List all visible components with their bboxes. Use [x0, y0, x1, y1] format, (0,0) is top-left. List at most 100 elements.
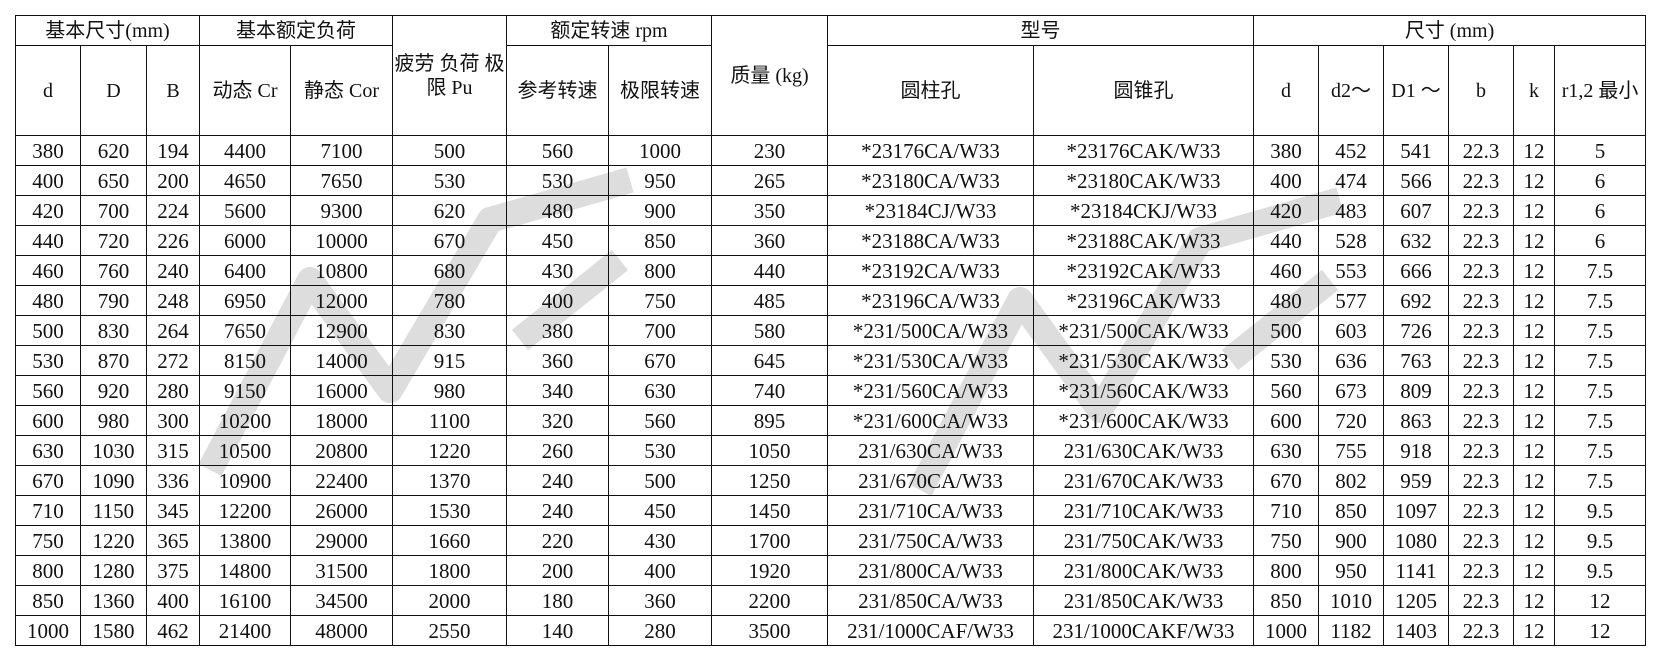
table-cell: 440: [711, 255, 828, 286]
table-cell: 272: [146, 345, 200, 376]
table-cell: 692: [1383, 285, 1449, 316]
table-cell: 400: [1253, 165, 1319, 196]
header-B: B: [146, 45, 200, 136]
table-cell: 790: [80, 285, 147, 316]
table-cell: 1450: [711, 495, 828, 526]
table-cell: 12900: [290, 315, 393, 346]
table-cell: 7650: [199, 315, 291, 346]
table-row: 850 1360 400 16100 34500 2000 180 360 2200 231/85…: [15, 585, 1647, 616]
table-cell: 231/670CAK/W33: [1033, 465, 1254, 496]
table-cell: 231/850CA/W33: [827, 585, 1034, 616]
table-cell: 630: [608, 375, 712, 406]
table-cell: 1010: [1318, 585, 1384, 616]
table-row: 600 980 300 10200 18000 1100 320 560 895 *231/600…: [15, 405, 1647, 436]
table-cell: *23176CA/W33: [827, 135, 1034, 166]
header-tapered-bore: 圆锥孔: [1033, 45, 1254, 136]
table-cell: 12: [1513, 165, 1555, 196]
table-cell: 700: [608, 315, 712, 346]
table-cell: 1360: [80, 585, 147, 616]
table-cell: 553: [1318, 255, 1384, 286]
table-cell: 4400: [199, 135, 291, 166]
bearing-spec-table: 基本尺寸(mm) 基本额定负荷 疲劳 负荷 极限 Pu 额定转速 rpm 质量 …: [15, 15, 1647, 646]
header-cylindrical-bore: 圆柱孔: [827, 45, 1034, 136]
table-cell: 231/1000CAKF/W33: [1033, 615, 1254, 646]
table-cell: *23184CJ/W33: [827, 195, 1034, 226]
table-cell: 248: [146, 285, 200, 316]
table-cell: 500: [15, 315, 81, 346]
table-cell: 200: [506, 555, 609, 586]
table-cell: 485: [711, 285, 828, 316]
table-cell: *231/560CAK/W33: [1033, 375, 1254, 406]
table-cell: 7.5: [1553, 375, 1647, 406]
table-cell: 2200: [711, 585, 828, 616]
table-row: 1000 1580 462 21400 48000 2550 140 280 3500 231/1…: [15, 615, 1647, 646]
table-cell: 12: [1513, 375, 1555, 406]
table-row: 710 1150 345 12200 26000 1530 240 450 1450 231/71…: [15, 495, 1647, 526]
table-cell: 22.3: [1448, 555, 1514, 586]
table-cell: 231/1000CAF/W33: [827, 615, 1034, 646]
table-cell: 2000: [392, 585, 507, 616]
table-cell: 645: [711, 345, 828, 376]
table-cell: 830: [80, 315, 147, 346]
table-cell: 780: [392, 285, 507, 316]
table-cell: 740: [711, 375, 828, 406]
table-cell: *231/530CAK/W33: [1033, 345, 1254, 376]
table-cell: *231/530CA/W33: [827, 345, 1034, 376]
table-cell: 566: [1383, 165, 1449, 196]
table-cell: 918: [1383, 435, 1449, 466]
table-cell: 400: [146, 585, 200, 616]
table-cell: 850: [608, 225, 712, 256]
table-row: 440 720 226 6000 10000 670 450 850 360 *23188CA/W…: [15, 225, 1647, 256]
table-cell: 300: [146, 405, 200, 436]
table-cell: 673: [1318, 375, 1384, 406]
table-cell: 360: [506, 345, 609, 376]
table-cell: 16100: [199, 585, 291, 616]
table-cell: 140: [506, 615, 609, 646]
table-cell: 12: [1553, 585, 1647, 616]
table-cell: 720: [80, 225, 147, 256]
table-cell: 900: [1318, 525, 1384, 556]
table-cell: 1220: [392, 435, 507, 466]
table-cell: 7100: [290, 135, 393, 166]
table-cell: 460: [15, 255, 81, 286]
table-cell: 895: [711, 405, 828, 436]
table-cell: 440: [1253, 225, 1319, 256]
table-cell: *23188CA/W33: [827, 225, 1034, 256]
table-cell: 231/800CA/W33: [827, 555, 1034, 586]
table-cell: 4650: [199, 165, 291, 196]
table-cell: 420: [1253, 195, 1319, 226]
table-cell: 8150: [199, 345, 291, 376]
table-cell: 231/630CAK/W33: [1033, 435, 1254, 466]
header-dimensions: 尺寸 (mm): [1252, 15, 1647, 46]
table-cell: 6400: [199, 255, 291, 286]
table-cell: 16000: [290, 375, 393, 406]
table-cell: 22.3: [1448, 525, 1514, 556]
table-cell: 264: [146, 315, 200, 346]
table-cell: 480: [1253, 285, 1319, 316]
table-cell: 530: [608, 435, 712, 466]
table-cell: 950: [1318, 555, 1384, 586]
table-cell: 1800: [392, 555, 507, 586]
table-cell: 560: [1253, 375, 1319, 406]
table-cell: 29000: [290, 525, 393, 556]
table-cell: 7650: [290, 165, 393, 196]
table-cell: 12: [1513, 435, 1555, 466]
table-cell: 850: [1253, 585, 1319, 616]
table-cell: 12: [1513, 585, 1555, 616]
table-cell: 18000: [290, 405, 393, 436]
header-dim-b: b: [1448, 45, 1514, 136]
table-row: 400 650 200 4650 7650 530 530 950 265 *23180CA/W3…: [15, 165, 1647, 196]
table-cell: 430: [608, 525, 712, 556]
table-cell: 420: [15, 195, 81, 226]
table-cell: 1700: [711, 525, 828, 556]
table-cell: 980: [392, 375, 507, 406]
table-cell: 1050: [711, 435, 828, 466]
table-cell: 6: [1553, 195, 1647, 226]
table-cell: 380: [1253, 135, 1319, 166]
table-cell: 22.3: [1448, 405, 1514, 436]
table-cell: 12: [1513, 315, 1555, 346]
table-cell: 760: [80, 255, 147, 286]
table-cell: 240: [146, 255, 200, 286]
table-cell: *23176CAK/W33: [1033, 135, 1254, 166]
table-cell: 231/710CA/W33: [827, 495, 1034, 526]
